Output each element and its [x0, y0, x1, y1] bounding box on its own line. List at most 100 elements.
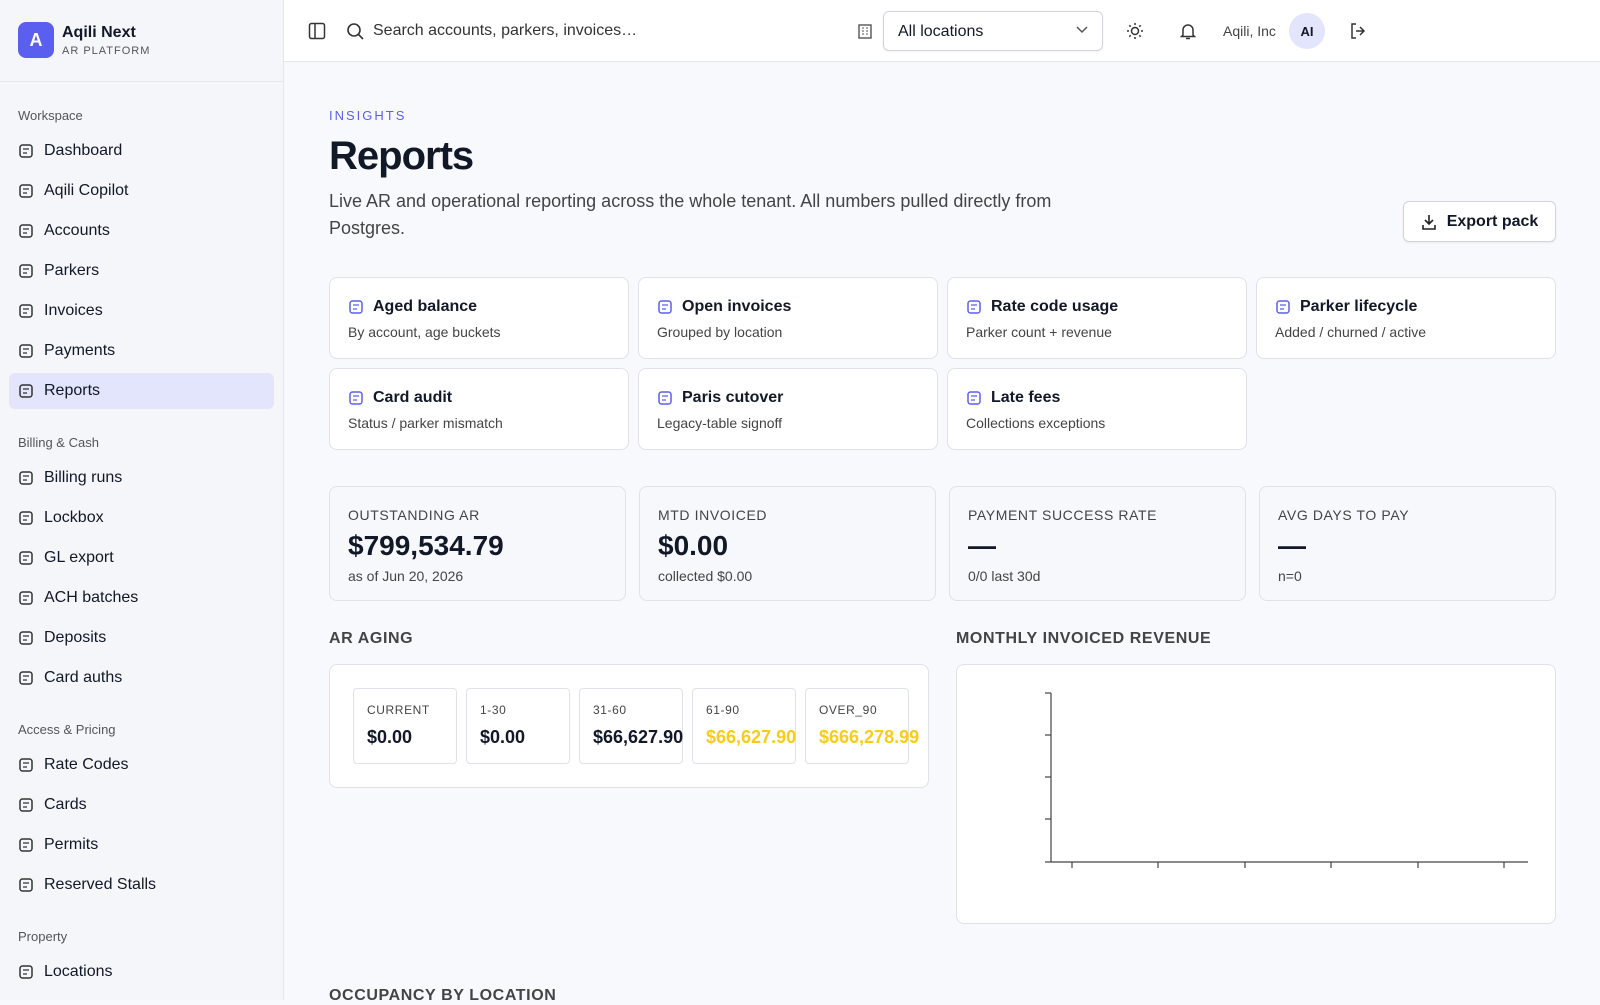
notifications[interactable]	[1179, 22, 1197, 40]
nav-item[interactable]: Reports	[9, 373, 274, 409]
nav-label: Aqili Copilot	[44, 182, 129, 199]
nav-item[interactable]: Locations	[9, 954, 274, 990]
nav-item[interactable]: Card auths	[9, 660, 274, 696]
location-value: All locations	[898, 23, 984, 40]
nav-label: Lockbox	[44, 509, 104, 526]
topbar: Search accounts, parkers, invoices… All …	[284, 0, 1600, 62]
nav-item[interactable]: ACH batches	[9, 580, 274, 616]
icon	[19, 184, 33, 198]
report-title-text: Card audit	[373, 389, 453, 406]
building-icon	[858, 24, 872, 39]
page-description: Live AR and operational reporting across…	[329, 191, 1052, 238]
icon	[658, 391, 672, 405]
nav-item[interactable]: Rate Codes	[9, 747, 274, 783]
nav-section-heading: Billing & Cash	[18, 435, 99, 450]
report-title-text: Parker lifecycle	[1300, 298, 1418, 315]
icon	[19, 965, 33, 979]
nav-label: Invoices	[44, 302, 103, 319]
report-title-text: Late fees	[991, 389, 1061, 406]
icon	[349, 300, 363, 314]
section-title: OCCUPANCY BY LOCATION	[329, 987, 557, 1004]
icon	[19, 471, 33, 485]
nav-item[interactable]: Aqili Copilot	[9, 173, 274, 209]
report-subtitle: Legacy-table signoff	[657, 415, 783, 431]
nav-section-heading: Access & Pricing	[18, 722, 116, 737]
icon	[349, 391, 363, 405]
report-card[interactable]: Late fees Collections exceptions	[947, 368, 1247, 450]
chevron	[1076, 26, 1088, 34]
report-title: Parker lifecycle	[1275, 298, 1537, 316]
bucket-label: OVER_90	[819, 703, 878, 717]
nav-label: Reports	[44, 382, 101, 399]
search-input[interactable]: Search accounts, parkers, invoices…	[373, 22, 638, 39]
report-card[interactable]: Card audit Status / parker mismatch	[329, 368, 629, 450]
aging-bucket: CURRENT $0.00	[353, 688, 457, 764]
report-title: Aged balance	[348, 298, 610, 316]
aging-bucket: OVER_90 $666,278.99	[805, 688, 920, 764]
logo: A	[18, 22, 54, 58]
report-title: Rate code usage	[966, 298, 1228, 316]
nav-item[interactable]: Deposits	[9, 620, 274, 656]
report-card[interactable]: Rate code usage Parker count + revenue	[947, 277, 1247, 359]
kpi-value: $0.00	[658, 530, 729, 561]
logout[interactable]	[1349, 22, 1367, 40]
icon	[19, 144, 33, 158]
nav-item[interactable]: Billing runs	[9, 460, 274, 496]
report-subtitle: Status / parker mismatch	[348, 415, 503, 431]
sidebar-toggle[interactable]	[308, 22, 326, 40]
report-title: Card audit	[348, 389, 610, 407]
org-name: Aqili, Inc	[1223, 23, 1276, 39]
kpi-value: —	[1278, 530, 1306, 561]
export-button[interactable]: Export pack	[1403, 201, 1556, 242]
nav-label: Payments	[44, 342, 116, 359]
kpi-value: —	[968, 530, 996, 561]
nav-label: Locations	[44, 963, 113, 980]
icon	[19, 798, 33, 812]
report-card[interactable]: Aged balance By account, age buckets	[329, 277, 629, 359]
nav-label: Dashboard	[44, 142, 123, 159]
bucket-value: $66,627.90	[706, 727, 797, 747]
kpi-label: MTD INVOICED	[658, 507, 768, 523]
report-title: Late fees	[966, 389, 1228, 407]
nav-item[interactable]: Reserved Stalls	[9, 867, 274, 903]
nav-item[interactable]: Accounts	[9, 213, 274, 249]
nav-label: Billing runs	[44, 469, 123, 486]
brand: A Aqili Next AR PLATFORM	[0, 0, 283, 82]
icon	[19, 758, 33, 772]
nav-item[interactable]: Parkers	[9, 253, 274, 289]
theme-toggle[interactable]	[1126, 22, 1144, 40]
brand-name: Aqili Next	[62, 24, 136, 41]
bucket-label: 1-30	[480, 703, 507, 717]
report-card[interactable]: Open invoices Grouped by location	[638, 277, 938, 359]
kpi-label: PAYMENT SUCCESS RATE	[968, 507, 1158, 523]
icon	[967, 391, 981, 405]
report-card[interactable]: Parker lifecycle Added / churned / active	[1256, 277, 1556, 359]
kpi-card: PAYMENT SUCCESS RATE — 0/0 last 30d	[949, 486, 1246, 601]
nav-item[interactable]: Payments	[9, 333, 274, 369]
nav-item[interactable]: GL export	[9, 540, 274, 576]
nav-label: Rate Codes	[44, 756, 129, 773]
report-subtitle: Collections exceptions	[966, 415, 1106, 431]
kpi-card: MTD INVOICED $0.00 collected $0.00	[639, 486, 936, 601]
nav-item[interactable]: Lockbox	[9, 500, 274, 536]
icon	[967, 300, 981, 314]
icon	[19, 631, 33, 645]
nav-item[interactable]: Permits	[9, 827, 274, 863]
location-select[interactable]: All locations	[883, 11, 1103, 51]
content: INSIGHTS Reports Live AR and operational…	[329, 62, 1556, 1004]
nav-label: GL export	[44, 549, 114, 566]
kpi-note: collected $0.00	[658, 568, 753, 584]
bucket-value: $666,278.99	[819, 727, 920, 747]
nav-item[interactable]: Dashboard	[9, 133, 274, 169]
nav-label: Accounts	[44, 222, 110, 239]
revenue-chart	[1045, 692, 1528, 868]
icon	[19, 671, 33, 685]
icon	[19, 591, 33, 605]
nav-item[interactable]: Cards	[9, 787, 274, 823]
report-card[interactable]: Paris cutover Legacy-table signoff	[638, 368, 938, 450]
nav-item[interactable]: Invoices	[9, 293, 274, 329]
nav-label: Reserved Stalls	[44, 876, 157, 893]
icon	[19, 264, 33, 278]
avatar[interactable]: AI	[1289, 13, 1325, 49]
